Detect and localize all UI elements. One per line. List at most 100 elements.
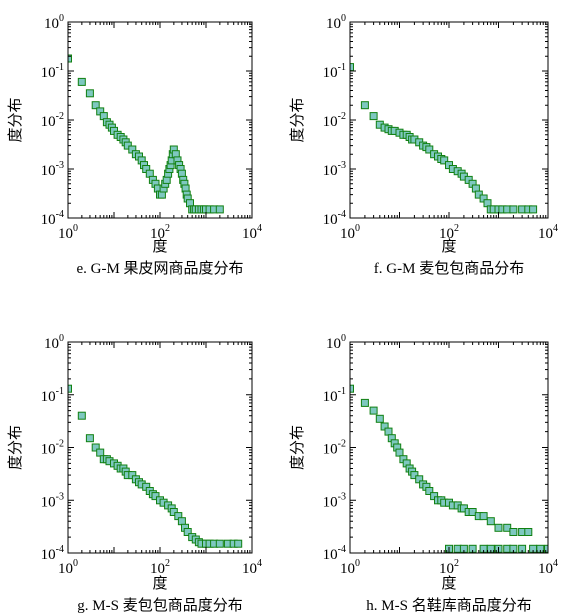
y-tick-label-base: 10: [41, 163, 56, 179]
data-point: [360, 398, 369, 407]
y-tick-label-base: 10: [41, 212, 56, 228]
x-tick-label-base: 10: [340, 226, 355, 242]
x-tick-label-exponent: 2: [165, 223, 170, 234]
data-point: [425, 487, 434, 495]
data-point: [384, 427, 393, 436]
x-tick-label-base: 10: [439, 226, 454, 242]
data-point: [96, 448, 105, 457]
x-tick-label-base: 10: [538, 226, 553, 242]
y-tick-label: 10-2: [41, 111, 64, 130]
y-tick-label-exponent: -4: [338, 209, 346, 220]
x-tick-label-base: 10: [58, 561, 73, 577]
y-tick-label-exponent: 0: [59, 13, 64, 24]
data-point: [215, 539, 224, 548]
y-tick-label: 10-4: [323, 209, 346, 228]
x-tick-label-base: 10: [150, 226, 165, 242]
y-tick-label: 10-4: [41, 544, 64, 563]
data-point: [529, 205, 538, 214]
y-axis-label: 度分布: [288, 425, 306, 470]
x-tick-label: 102: [150, 558, 170, 577]
data-point: [468, 508, 477, 516]
data-point: [151, 492, 160, 501]
panel-caption: h. M-S 名鞋库商品度分布: [366, 597, 531, 614]
data-point: [369, 406, 378, 415]
data-point: [369, 112, 378, 121]
data-point: [509, 205, 518, 214]
x-tick-label-exponent: 2: [165, 558, 170, 569]
y-tick-label: 10-1: [323, 62, 346, 81]
x-tick-label: 100: [58, 223, 78, 242]
x-axis-label: 度: [152, 574, 167, 592]
y-tick-label: 10-1: [41, 62, 64, 81]
y-tick-label-exponent: -2: [56, 439, 64, 450]
y-tick-label-base: 10: [41, 389, 56, 405]
y-tick-label-base: 10: [326, 336, 341, 352]
y-tick-label-base: 10: [41, 547, 56, 563]
data-point: [177, 517, 186, 526]
data-point: [91, 443, 100, 452]
y-tick-label-exponent: -1: [56, 62, 64, 73]
data-point: [440, 156, 449, 165]
y-tick-label-exponent: -4: [56, 209, 64, 220]
y-tick-label: 100: [44, 13, 64, 32]
y-tick-label: 10-4: [323, 544, 346, 563]
data-point: [68, 54, 72, 63]
x-tick-label: 102: [439, 223, 459, 242]
data-series: [68, 54, 224, 214]
y-axis-label: 度分布: [6, 425, 24, 470]
data-point: [77, 77, 86, 86]
panel-caption: e. G-M 果皮网商品度分布: [76, 260, 243, 277]
x-tick-label: 104: [538, 558, 558, 577]
y-tick-label-exponent: 0: [341, 333, 346, 344]
y-tick-label-exponent: -2: [338, 439, 346, 450]
y-tick-label-exponent: -1: [56, 386, 64, 397]
y-tick-label-base: 10: [44, 336, 59, 352]
y-tick-label-exponent: -2: [338, 111, 346, 122]
x-tick-label-exponent: 0: [355, 223, 360, 234]
y-tick-label-exponent: -3: [338, 491, 346, 502]
y-axis-label: 度分布: [6, 97, 24, 142]
x-tick-label-base: 10: [439, 561, 454, 577]
y-tick-label-exponent: -4: [56, 544, 64, 555]
data-point: [85, 434, 94, 443]
data-point: [375, 414, 384, 423]
y-tick-label-base: 10: [323, 163, 338, 179]
plot-frame: [349, 21, 549, 219]
x-tick-label-exponent: 2: [454, 558, 459, 569]
x-axis-label: 度: [441, 574, 456, 592]
x-tick-label-base: 10: [538, 561, 553, 577]
x-tick-label-base: 10: [340, 561, 355, 577]
data-point: [85, 89, 94, 98]
y-tick-label-base: 10: [41, 65, 56, 81]
y-tick-label-exponent: -3: [56, 491, 64, 502]
data-series: [350, 63, 538, 214]
x-tick-label-base: 10: [150, 561, 165, 577]
x-tick-label: 100: [340, 223, 360, 242]
data-point: [494, 523, 503, 532]
panel-caption: f. G-M 麦包包商品分布: [374, 260, 524, 277]
y-tick-label: 10-2: [41, 439, 64, 458]
data-point: [479, 512, 488, 521]
x-tick-label-base: 10: [242, 561, 257, 577]
x-tick-label-exponent: 2: [454, 223, 459, 234]
data-point: [234, 539, 243, 548]
x-tick-label: 102: [439, 558, 459, 577]
y-tick-label-exponent: 0: [59, 333, 64, 344]
y-tick-label-base: 10: [323, 442, 338, 458]
y-tick-label: 10-3: [323, 160, 346, 179]
panel-caption: g. M-S 麦包包商品度分布: [77, 597, 242, 614]
y-tick-label-exponent: -2: [56, 111, 64, 122]
x-tick-label-exponent: 0: [73, 223, 78, 234]
data-point: [77, 411, 86, 420]
data-point: [169, 508, 178, 516]
data-point: [183, 528, 192, 536]
y-tick-label-base: 10: [323, 389, 338, 405]
data-point: [503, 523, 512, 532]
x-tick-label-base: 10: [242, 226, 257, 242]
y-tick-label-base: 10: [326, 16, 341, 32]
y-tick-label-exponent: -1: [338, 386, 346, 397]
x-tick-label-exponent: 4: [257, 558, 262, 569]
y-tick-label: 10-3: [323, 491, 346, 510]
